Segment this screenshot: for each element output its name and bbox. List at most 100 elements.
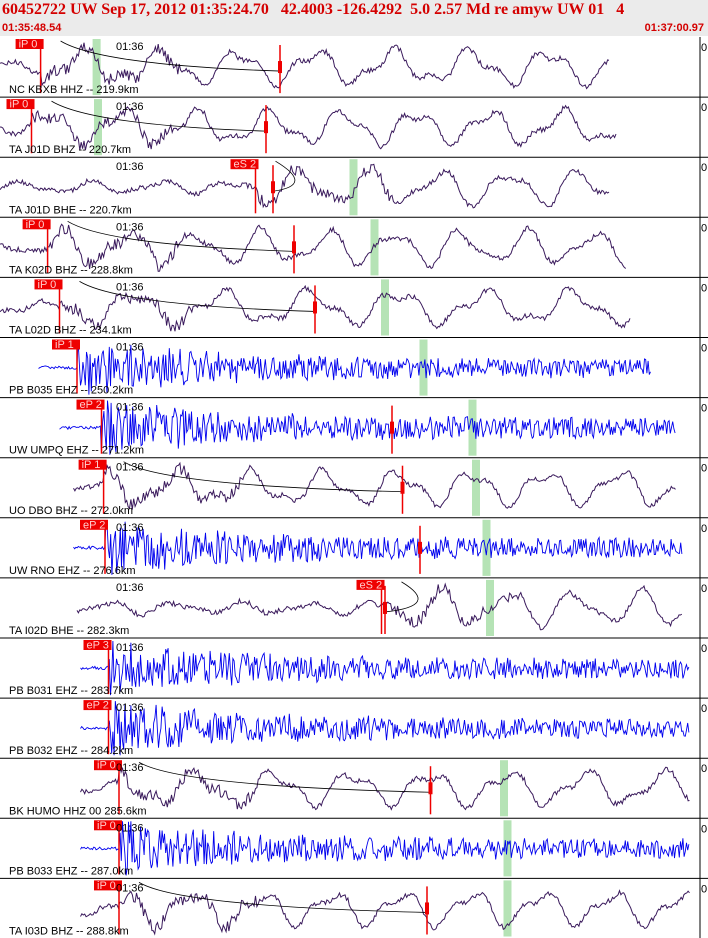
baseline-label: 0 [701, 643, 707, 655]
waveform-trace[interactable] [0, 104, 617, 151]
pick-label: iP 1 [82, 459, 101, 471]
trace-panel: iP 0 01:36 0 NC KBXB HHZ -- 219.9km [0, 37, 708, 98]
station-label: UW UMPQ EHZ -- 271.2km [9, 445, 144, 457]
coda-fit-curve [138, 761, 431, 793]
trace-panel: eP 2 01:36 0 PB B032 EHZ -- 284.2km [0, 698, 708, 759]
trace-panel: eP 2 01:36 0 UW UMPQ EHZ -- 271.2km [0, 397, 708, 459]
theoretical-arrival [472, 459, 480, 516]
minute-tick-label: 01:36 [116, 702, 144, 714]
theoretical-arrival [486, 579, 494, 636]
pick-label-box [80, 519, 108, 530]
duration-marker-box [278, 61, 282, 74]
trace-panel: iP 0 01:36 0 TA I03D BHZ -- 288.8km [9, 878, 707, 938]
coda-fit-curve [384, 581, 419, 613]
pick-label-box [230, 159, 259, 170]
baseline-label: 0 [701, 282, 707, 294]
pick-label-box [94, 880, 122, 891]
pick-label: iP 0 [10, 99, 29, 111]
minute-tick-label: 01:36 [116, 522, 144, 534]
station-label: PB B031 EHZ -- 283.7km [9, 685, 133, 697]
trace-panel: eP 3 01:36 0 PB B031 EHZ -- 283.7km [0, 638, 708, 699]
baseline-label: 0 [701, 763, 707, 775]
window-end-time: 01:37:00.97 [644, 22, 704, 34]
baseline-label: 0 [701, 42, 707, 54]
coda-fit-curve [67, 220, 295, 252]
pick-label-box [78, 459, 107, 470]
event-title: 60452722 UW Sep 17, 2012 01:35:24.70 42.… [2, 1, 625, 18]
station-label: TA L02D BHZ -- 234.1km [9, 325, 132, 337]
waveform-trace[interactable] [80, 701, 690, 756]
station-label: NC KBXB HHZ -- 219.9km [9, 84, 139, 96]
waveform-trace[interactable] [59, 400, 676, 455]
trace-panel: iP 1 01:36 0 UO DBO BHZ -- 272.0km [0, 457, 708, 519]
minute-tick-label: 01:36 [116, 41, 144, 53]
station-label: TA I03D BHZ -- 288.8km [9, 926, 129, 938]
duration-marker-box [313, 301, 317, 314]
trace-panel: iP 0 01:36 0 TA K02D BHZ -- 228.8km [0, 217, 708, 278]
pick-label: iP 0 [38, 279, 57, 291]
trace-panel: iP 0 01:36 0 BK HUMO HHZ 00 285.6km [0, 758, 708, 819]
event-header: 60452722 UW Sep 17, 2012 01:35:24.70 42.… [0, 0, 708, 36]
minute-tick-label: 01:36 [116, 462, 144, 474]
waveform-trace[interactable] [80, 889, 690, 936]
waveform-trace[interactable] [0, 42, 610, 90]
pick-label-box [15, 39, 44, 49]
waveform-trace[interactable] [0, 163, 610, 209]
station-label: UO DBO BHZ -- 272.0km [9, 505, 133, 517]
pick-label-box [6, 99, 35, 110]
theoretical-arrival [349, 159, 358, 216]
baseline-label: 0 [701, 222, 707, 234]
pick-label: iP 0 [97, 760, 116, 772]
minute-tick-label: 01:36 [116, 822, 144, 834]
theoretical-arrival [503, 820, 512, 877]
duration-marker-box [383, 601, 387, 614]
trace-panel: iP 1 01:36 0 PB B035 EHZ -- 250.2km [0, 337, 708, 399]
minute-tick-label: 01:36 [116, 281, 144, 293]
waveform-trace[interactable] [80, 821, 690, 876]
station-label: TA J01D BHZ -- 220.7km [9, 144, 131, 156]
waveform-trace[interactable] [73, 521, 683, 575]
pick-label-box [22, 219, 51, 230]
trace-panel: iP 0 01:36 0 TA J01D BHZ -- 220.7km [0, 97, 708, 158]
theoretical-arrival [503, 880, 512, 937]
duration-marker-box [292, 241, 296, 254]
pick-label: eP 2 [83, 519, 105, 531]
theoretical-arrival [92, 39, 101, 96]
waveform-trace[interactable] [80, 640, 690, 696]
baseline-label: 0 [701, 343, 707, 355]
pick-label-box [356, 579, 385, 590]
station-label: TA I02D BHE -- 282.3km [9, 625, 129, 637]
minute-tick-label: 01:36 [116, 882, 144, 894]
station-label: BK HUMO HHZ 00 285.6km [9, 805, 147, 817]
baseline-label: 0 [701, 703, 707, 715]
waveform-trace[interactable] [76, 582, 683, 631]
coda-fit-curve [123, 461, 403, 493]
baseline-label: 0 [701, 102, 707, 114]
window-start-time: 01:35:48.54 [2, 22, 62, 34]
duration-marker-box [428, 782, 433, 795]
pick-label: iP 0 [97, 820, 116, 832]
station-label: PB B032 EHZ -- 284.2km [9, 745, 133, 757]
minute-tick-label: 01:36 [116, 221, 144, 233]
minute-tick-label: 01:36 [116, 582, 144, 594]
minute-tick-label: 01:36 [116, 342, 144, 354]
waveform-trace[interactable] [38, 340, 651, 395]
coda-fit-curve [272, 160, 296, 192]
baseline-label: 0 [701, 823, 707, 835]
baseline-label: 0 [701, 523, 707, 535]
trace-panel: iP 0 01:36 0 PB B033 EHZ -- 287.0km [0, 818, 708, 879]
waveform-trace[interactable] [80, 765, 690, 811]
station-label: TA J01D BHE -- 220.7km [9, 204, 132, 216]
waveform-trace[interactable] [0, 223, 627, 272]
pick-label-box [94, 760, 122, 771]
theoretical-arrival [500, 760, 508, 817]
trace-panel: eS 2 01:36 0 TA I02D BHE -- 282.3km [0, 577, 708, 639]
minute-tick-label: 01:36 [116, 762, 144, 774]
minute-tick-label: 01:36 [116, 161, 144, 173]
station-label: UW RNO EHZ -- 276.6km [9, 565, 136, 577]
waveform-trace[interactable] [73, 461, 676, 510]
duration-marker-box [264, 121, 268, 134]
duration-marker-box [390, 421, 394, 434]
minute-tick-label: 01:36 [116, 642, 144, 654]
